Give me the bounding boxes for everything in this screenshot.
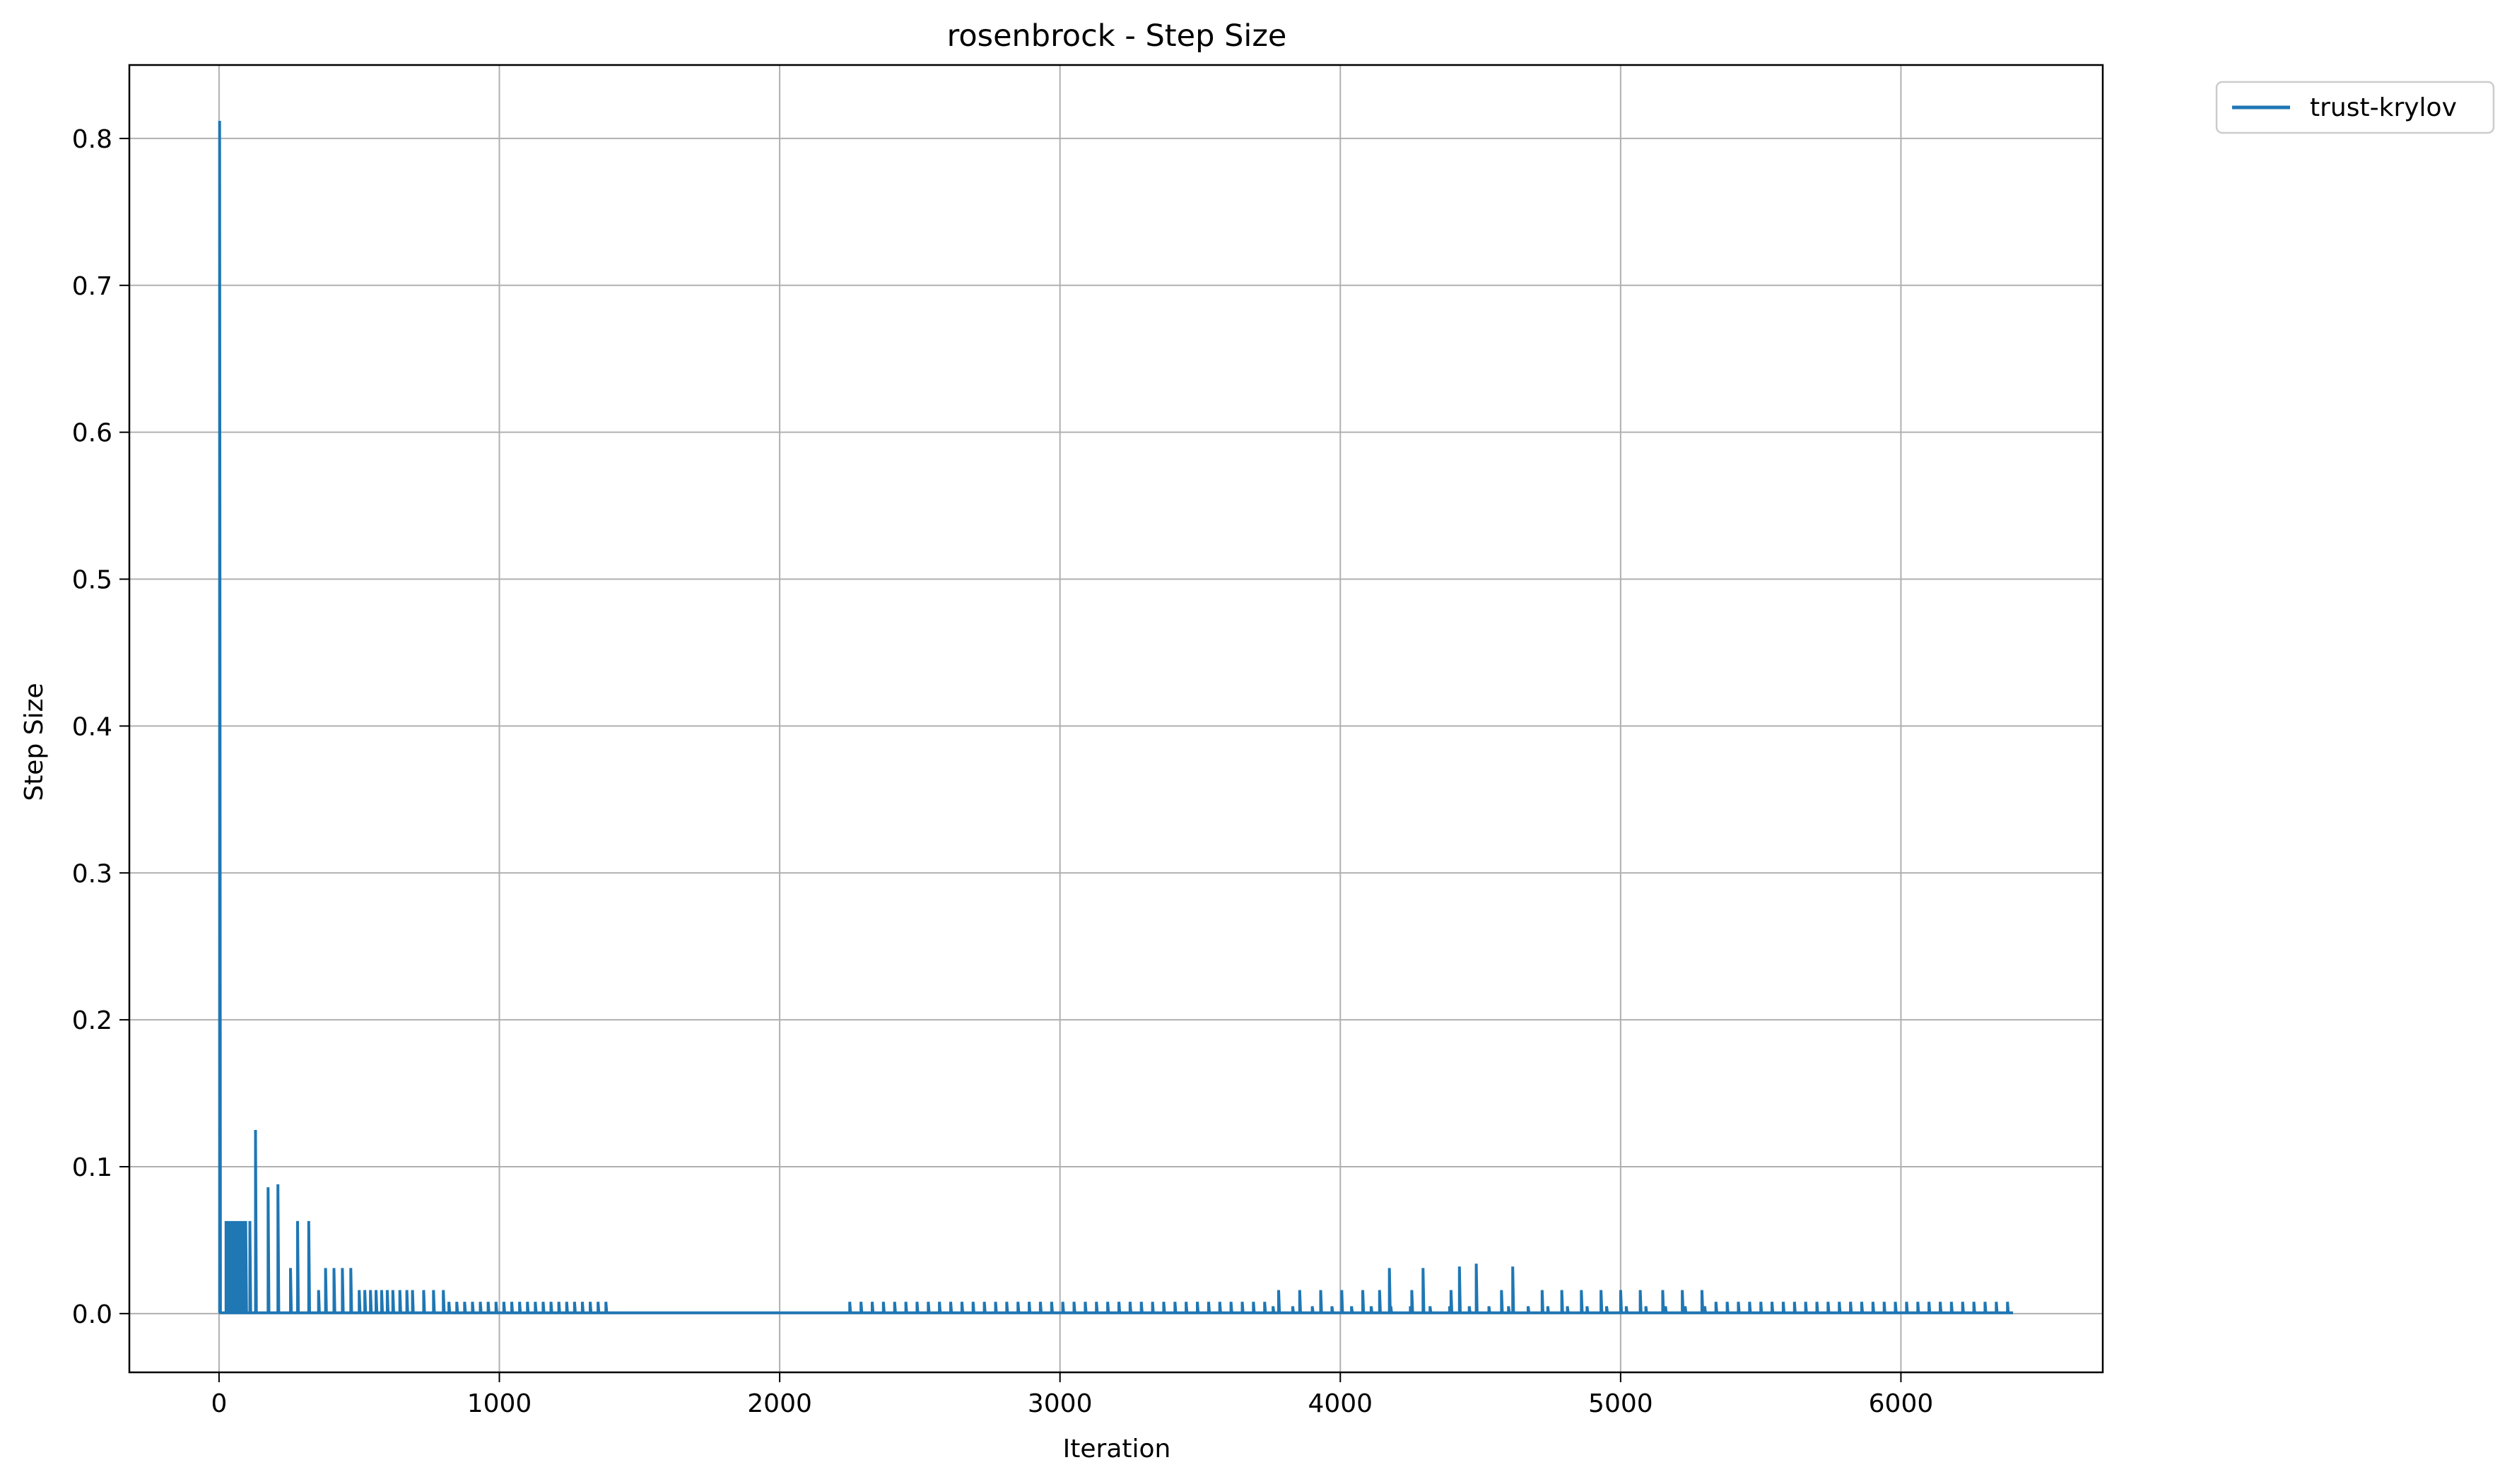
plot-area [218,120,2014,1314]
x-tick-label: 6000 [1869,1389,1934,1418]
y-tick-label: 0.4 [72,712,112,741]
y-tick-label: 0.8 [72,125,112,154]
legend: trust-krylov [2215,81,2495,134]
y-tick-label: 0.5 [72,566,112,595]
y-tick-label: 0.0 [72,1300,112,1329]
y-tick-label: 0.6 [72,419,112,448]
y-tick-label: 0.3 [72,859,112,888]
x-axis-label: Iteration [1063,1435,1171,1464]
x-tick-label: 5000 [1588,1389,1653,1418]
series-line-trust-krylov [218,120,2014,1314]
chart-title: rosenbrock - Step Size [947,18,1287,54]
legend-box [2215,81,2495,134]
axes-frame [128,64,2104,1374]
x-tick-label: 0 [211,1389,227,1418]
x-tick-label: 2000 [747,1389,812,1418]
y-tick-label: 0.1 [72,1153,112,1182]
y-axis-label: Step Size [20,683,49,801]
x-tick-label: 1000 [467,1389,532,1418]
grid [129,65,2103,1372]
y-tick-label: 0.7 [72,272,112,301]
axes: 0 1000 2000 3000 4000 5000 6000 0.0 0.1 0.2 0.3 0.4… [72,64,2104,1418]
legend-label-trust-krylov: trust-krylov [2310,93,2457,122]
x-tick-label: 4000 [1308,1389,1373,1418]
x-tick-label: 3000 [1028,1389,1093,1418]
y-tick-label: 0.2 [72,1006,112,1035]
